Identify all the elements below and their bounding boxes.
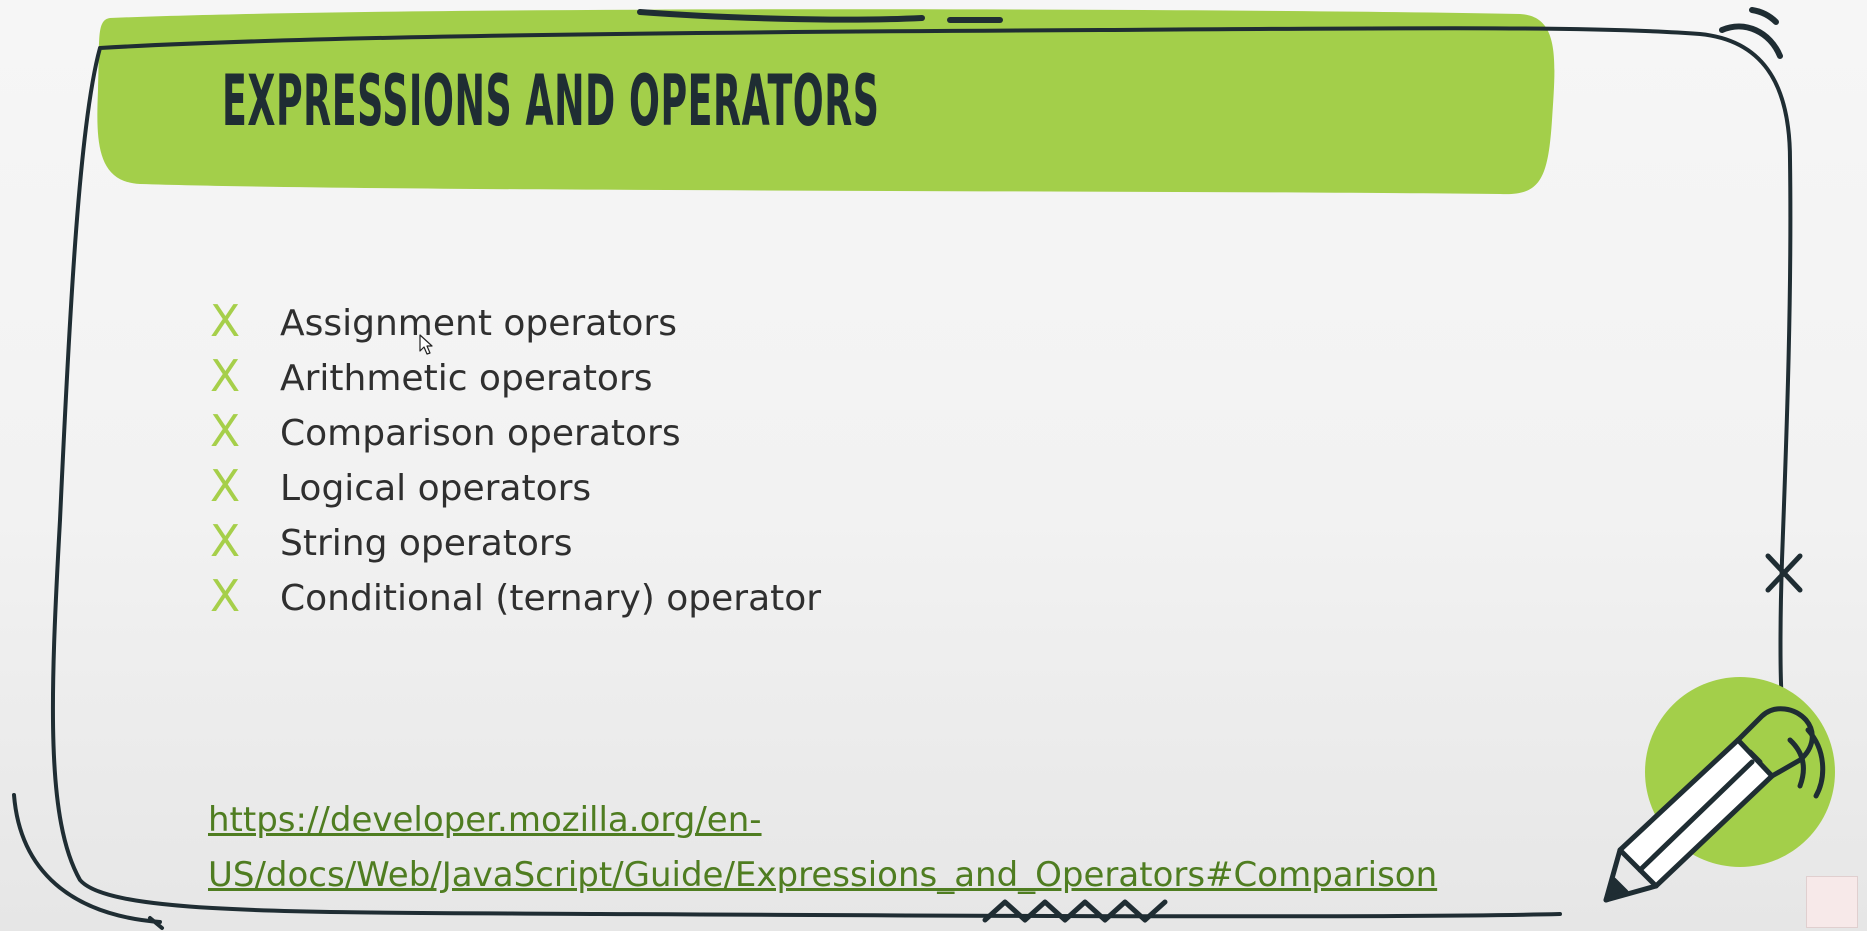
list-item: X Arithmetic operators <box>210 351 821 406</box>
list-item-label: String operators <box>280 523 573 564</box>
x-bullet-icon: X <box>210 405 241 457</box>
title-band <box>97 9 1555 195</box>
list-item-label: Comparison operators <box>280 413 681 454</box>
top-dash-long <box>637 9 925 23</box>
corner-swoosh-2 <box>1749 7 1779 25</box>
frame-bottom-tick <box>148 916 164 930</box>
list-item: X Conditional (ternary) operator <box>210 571 821 626</box>
list-item-label: Conditional (ternary) operator <box>280 578 822 619</box>
x-bullet-icon: X <box>210 460 241 512</box>
mouse-cursor-icon <box>419 334 433 355</box>
list-item-label: Logical operators <box>280 468 592 509</box>
frame-outline <box>50 26 1793 919</box>
list-item: X Logical operators <box>210 461 821 516</box>
x-bullet-icon: X <box>210 295 241 347</box>
list-item: X String operators <box>210 516 821 571</box>
channel-logo <box>1806 876 1858 928</box>
corner-swoosh-1 <box>1719 23 1783 59</box>
operator-list: X Assignment operators X Arithmetic oper… <box>210 296 821 626</box>
mdn-reference-link[interactable]: https://developer.mozilla.org/en- US/doc… <box>208 793 1608 903</box>
x-bullet-icon: X <box>210 350 241 402</box>
x-bullet-icon: X <box>210 570 241 622</box>
pencil-icon <box>1603 706 1826 903</box>
list-item-label: Assignment operators <box>280 303 677 344</box>
link-line-2[interactable]: US/docs/Web/JavaScript/Guide/Expressions… <box>208 855 1438 895</box>
zigzag <box>982 899 1168 923</box>
cross-mark <box>1765 553 1803 593</box>
list-item: X Assignment operators <box>210 296 821 351</box>
link-line-1[interactable]: https://developer.mozilla.org/en- <box>208 800 762 840</box>
list-item: X Comparison operators <box>210 406 821 461</box>
x-bullet-icon: X <box>210 515 241 567</box>
frame-left-curve <box>12 793 162 924</box>
list-item-label: Arithmetic operators <box>280 358 653 399</box>
slide-title: Expressions and operators <box>222 60 880 142</box>
